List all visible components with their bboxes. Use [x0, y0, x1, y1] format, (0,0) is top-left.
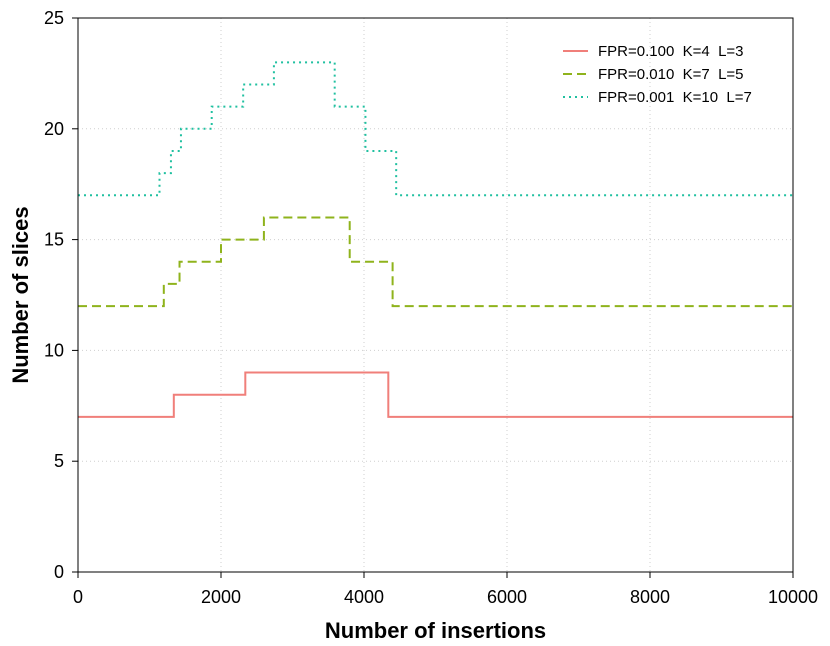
y-axis-ticks: 0 5 10 15 20 25	[44, 8, 78, 582]
x-tick-label: 0	[73, 587, 83, 607]
legend-label-3: FPR=0.001 K=10 L=7	[598, 89, 752, 106]
x-axis-label: Number of insertions	[325, 618, 546, 643]
legend-label-2: FPR=0.010 K=7 L=5	[598, 66, 744, 83]
y-tick-label: 15	[44, 230, 64, 250]
legend-label-1: FPR=0.100 K=4 L=3	[598, 43, 744, 60]
y-tick-label: 25	[44, 8, 64, 28]
x-tick-label: 4000	[344, 587, 384, 607]
y-tick-label: 0	[54, 562, 64, 582]
x-tick-label: 6000	[487, 587, 527, 607]
series-line-3	[78, 61, 793, 197]
series-line-1	[78, 371, 793, 418]
x-axis-ticks: 0 2000 4000 6000 8000 10000	[73, 572, 818, 607]
legend: FPR=0.100 K=4 L=3 FPR=0.010 K=7 L=5 FPR=0.…	[563, 43, 752, 106]
y-axis-label: Number of slices	[8, 206, 33, 383]
x-tick-label: 10000	[768, 587, 818, 607]
plot-frame	[77, 17, 794, 573]
series-line-2	[78, 216, 793, 308]
x-tick-label: 8000	[630, 587, 670, 607]
y-tick-label: 20	[44, 119, 64, 139]
y-tick-label: 10	[44, 340, 64, 360]
y-tick-label: 5	[54, 451, 64, 471]
series-lines	[78, 61, 793, 418]
x-tick-label: 2000	[201, 587, 241, 607]
